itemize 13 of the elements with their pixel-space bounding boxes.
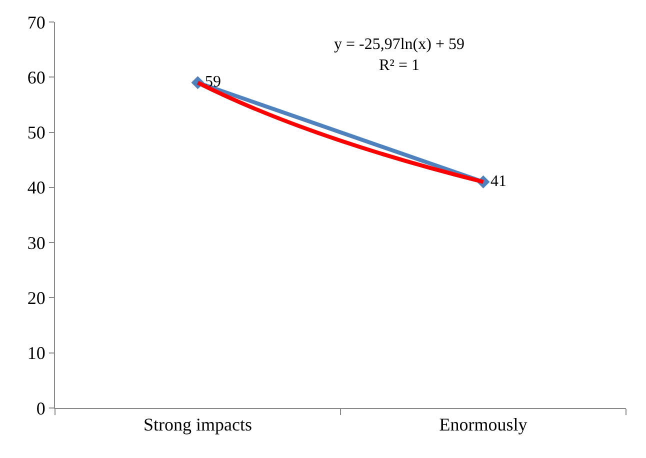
x-tick-label: Enormously [439,414,528,435]
y-tick-label: 30 [27,232,46,253]
y-tick-label: 60 [27,67,46,88]
y-tick-label: 70 [27,12,46,32]
x-tick-label: Strong impacts [144,414,252,435]
data-label: 59 [205,74,221,91]
y-tick-label: 10 [27,343,46,364]
data-label: 41 [490,172,506,190]
y-tick-label: 40 [27,178,46,198]
y-tick-label: 0 [36,398,46,418]
y-tick-label: 50 [27,122,46,143]
y-tick-label: 20 [27,288,46,308]
annotation: y = -25,97ln(x) + 59 R² = 1 [334,36,464,74]
